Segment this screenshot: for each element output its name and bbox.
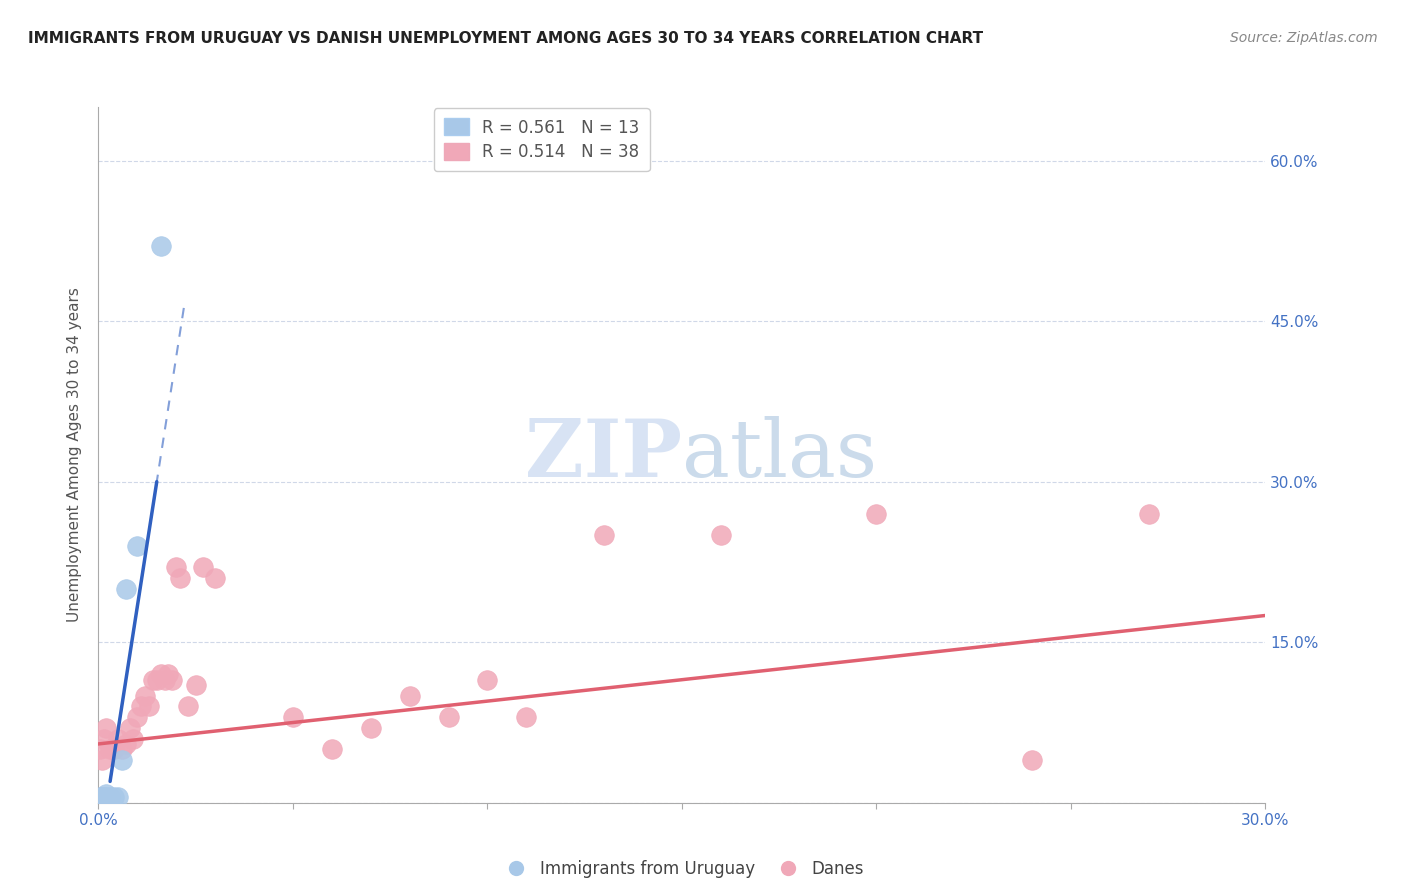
Point [127, 710, 149, 724]
Point [114, 737, 136, 751]
Point [281, 710, 304, 724]
Point [204, 571, 226, 585]
Point [103, 742, 125, 756]
Point [437, 710, 460, 724]
Point [398, 689, 420, 703]
Text: IMMIGRANTS FROM URUGUAY VS DANISH UNEMPLOYMENT AMONG AGES 30 TO 34 YEARS CORRELA: IMMIGRANTS FROM URUGUAY VS DANISH UNEMPL… [28, 31, 983, 46]
Point [114, 582, 136, 596]
Point [169, 571, 191, 585]
Point [103, 790, 125, 805]
Point [96, 721, 118, 735]
Text: atlas: atlas [682, 416, 877, 494]
Point [107, 731, 129, 746]
Text: Source: ZipAtlas.com: Source: ZipAtlas.com [1230, 31, 1378, 45]
Legend: Immigrants from Uruguay, Danes: Immigrants from Uruguay, Danes [494, 854, 870, 885]
Point [96, 787, 118, 801]
Point [96, 790, 118, 805]
Point [111, 753, 134, 767]
Point [93, 790, 115, 805]
Point [127, 539, 149, 553]
Point [146, 673, 169, 687]
Point [91, 790, 114, 805]
Point [153, 673, 176, 687]
Point [122, 731, 145, 746]
Point [1137, 507, 1160, 521]
Point [360, 721, 382, 735]
Point [90, 790, 112, 805]
Point [593, 528, 616, 542]
Point [129, 699, 152, 714]
Point [111, 742, 134, 756]
Point [321, 742, 343, 756]
Point [149, 239, 172, 253]
Point [157, 667, 180, 681]
Y-axis label: Unemployment Among Ages 30 to 34 years: Unemployment Among Ages 30 to 34 years [67, 287, 83, 623]
Point [515, 710, 537, 724]
Point [1021, 753, 1043, 767]
Point [177, 699, 200, 714]
Point [98, 742, 121, 756]
Point [710, 528, 733, 542]
Point [165, 560, 187, 574]
Point [149, 667, 172, 681]
Point [98, 790, 121, 805]
Text: ZIP: ZIP [524, 416, 682, 494]
Point [93, 731, 115, 746]
Point [162, 673, 184, 687]
Point [193, 560, 215, 574]
Point [118, 721, 141, 735]
Point [107, 790, 129, 805]
Point [89, 790, 111, 805]
Point [184, 678, 207, 692]
Point [89, 742, 111, 756]
Point [477, 673, 499, 687]
Point [142, 673, 165, 687]
Point [91, 753, 114, 767]
Point [134, 689, 156, 703]
Point [138, 699, 160, 714]
Point [865, 507, 887, 521]
